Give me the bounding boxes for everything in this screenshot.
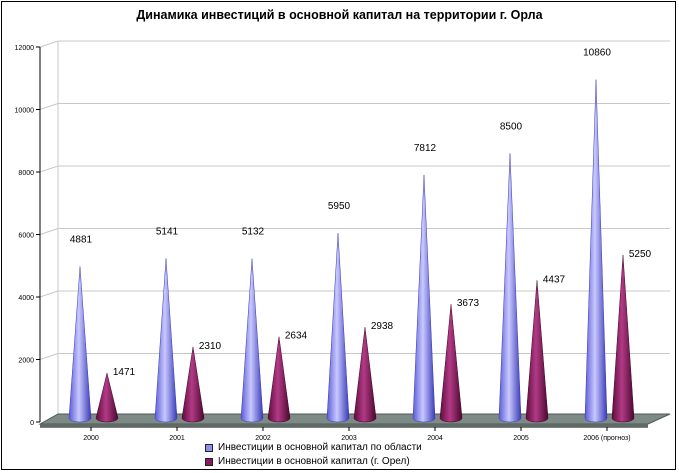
data-label: 5141 (156, 226, 179, 237)
x-tick-label: 2003 (341, 435, 357, 442)
cone-city (525, 280, 549, 423)
cone-region (68, 266, 92, 423)
data-label: 5250 (629, 249, 652, 260)
chart-floor-edge (40, 424, 648, 427)
cone-city (611, 254, 635, 423)
data-label: 5950 (328, 201, 351, 212)
data-label: 10860 (583, 48, 611, 59)
y-tick-label: 0 (30, 420, 34, 427)
cone-city (95, 372, 119, 423)
y-tick-label: 6000 (18, 233, 34, 240)
data-label: 2938 (371, 321, 394, 332)
x-tick-label: 2005 (513, 435, 529, 442)
gridline-side (39, 228, 59, 235)
legend-swatch-region (205, 444, 213, 452)
y-tick-label: 2000 (18, 358, 34, 365)
gridline-side (39, 353, 59, 360)
cone-city (439, 304, 463, 423)
data-label: 1471 (113, 367, 136, 378)
cone-region (498, 153, 522, 423)
gridline-side (39, 40, 59, 48)
data-label: 8500 (500, 121, 523, 132)
x-tick-label: 2004 (427, 435, 443, 442)
y-tick-label: 10000 (15, 108, 35, 115)
data-label: 4881 (70, 234, 93, 245)
legend-item-region: Инвестиции в основной капитал по области (205, 441, 422, 455)
y-tick-label: 8000 (18, 170, 34, 177)
cone-city (267, 336, 291, 423)
x-tick-label: 2006 (прогноз) (583, 435, 630, 442)
data-label: 5132 (242, 227, 265, 238)
data-label: 2634 (285, 331, 308, 342)
data-label: 4437 (543, 274, 566, 285)
chart-title: Динамика инвестиций в основной капитал н… (136, 8, 543, 22)
cone-region (412, 174, 436, 423)
data-label: 7812 (414, 143, 437, 154)
gridline-side (39, 165, 59, 173)
legend-swatch-city (205, 458, 213, 466)
legend: Инвестиции в основной капитал по области… (205, 441, 422, 469)
data-label: 3673 (457, 298, 480, 309)
gridline-side (39, 290, 59, 298)
cone-region (240, 258, 264, 423)
legend-item-city: Инвестиции в основной капитал (г. Орел) (205, 455, 422, 469)
cone-region (154, 258, 178, 423)
y-tick-label: 12000 (15, 45, 35, 52)
data-label: 2310 (199, 341, 222, 352)
legend-label-region: Инвестиции в основной капитал по области (218, 442, 422, 453)
legend-label-city: Инвестиции в основной капитал (г. Орел) (218, 456, 410, 467)
x-tick-label: 2001 (169, 435, 185, 442)
cone-region (326, 233, 350, 423)
y-tick-label: 4000 (18, 295, 34, 302)
x-tick-label: 2002 (255, 435, 271, 442)
cone-city (181, 346, 205, 423)
cone-region (584, 79, 608, 423)
gridline-side (39, 103, 59, 110)
x-tick-label: 2000 (83, 435, 99, 442)
cone-city (353, 327, 377, 423)
